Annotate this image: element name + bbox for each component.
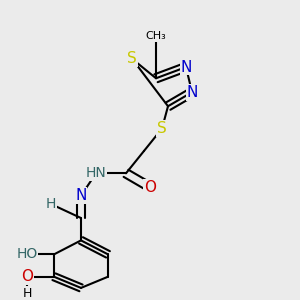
Text: N: N <box>180 60 192 75</box>
Text: N: N <box>75 188 87 203</box>
Text: S: S <box>127 51 137 66</box>
Text: S: S <box>157 121 167 136</box>
Text: HN: HN <box>85 166 106 180</box>
Text: CH₃: CH₃ <box>146 31 167 41</box>
Text: HO: HO <box>16 248 38 261</box>
Text: H: H <box>46 197 56 211</box>
Text: N: N <box>186 85 198 100</box>
Text: O: O <box>21 269 33 284</box>
Text: O: O <box>144 180 156 195</box>
Text: H: H <box>22 287 32 300</box>
